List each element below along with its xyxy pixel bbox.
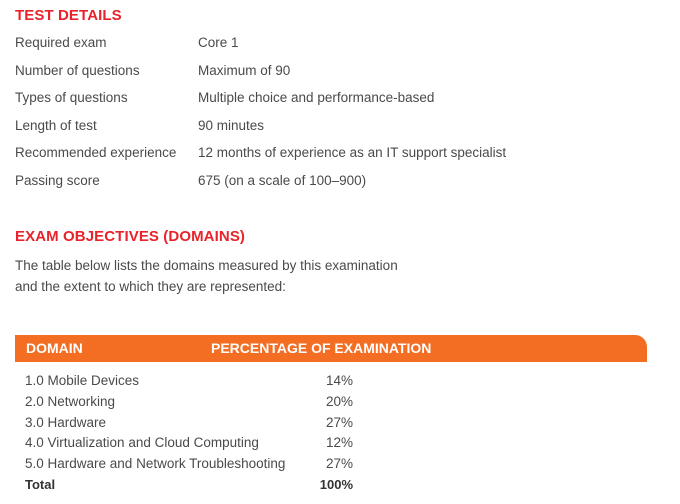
exam-objectives-heading: EXAM OBJECTIVES (DOMAINS) (15, 228, 246, 245)
percentage-cell: 14% (325, 373, 353, 388)
domain-cell: 2.0 Networking (25, 394, 116, 409)
domain-cell: 3.0 Hardware (25, 415, 107, 430)
table-row: 1.0 Mobile Devices 14% (25, 373, 365, 394)
domain-cell: 1.0 Mobile Devices (25, 373, 140, 388)
test-details-heading: TEST DETAILS (15, 7, 122, 24)
detail-label: Passing score (15, 173, 100, 188)
domains-table-header: DOMAIN PERCENTAGE OF EXAMINATION (15, 335, 647, 362)
total-label: Total (25, 477, 56, 492)
detail-value: Multiple choice and performance-based (198, 90, 435, 105)
column-header-domain: DOMAIN (26, 340, 83, 356)
table-total-row: Total 100% (25, 477, 365, 498)
percentage-cell: 27% (325, 456, 353, 471)
domain-cell: 4.0 Virtualization and Cloud Computing (25, 435, 259, 450)
detail-value: 90 minutes (198, 118, 265, 133)
total-percentage: 100% (319, 477, 353, 492)
table-row: 5.0 Hardware and Network Troubleshooting… (25, 456, 365, 477)
domain-cell: 5.0 Hardware and Network Troubleshooting (25, 456, 286, 471)
detail-value: 12 months of experience as an IT support… (198, 145, 507, 160)
detail-value: Core 1 (198, 35, 239, 50)
percentage-cell: 27% (325, 415, 353, 430)
detail-label: Types of questions (15, 90, 128, 105)
table-row: 4.0 Virtualization and Cloud Computing 1… (25, 435, 365, 456)
objectives-intro: The table below lists the domains measur… (15, 255, 455, 297)
detail-value: 675 (on a scale of 100–900) (198, 173, 367, 188)
detail-label: Recommended experience (15, 145, 177, 160)
detail-label: Required exam (15, 35, 107, 50)
table-row: 2.0 Networking 20% (25, 394, 365, 415)
percentage-cell: 12% (325, 435, 353, 450)
detail-label: Length of test (15, 118, 97, 133)
column-header-percentage: PERCENTAGE OF EXAMINATION (211, 340, 432, 356)
intro-line: and the extent to which they are represe… (15, 279, 286, 294)
intro-line: The table below lists the domains measur… (15, 258, 398, 273)
detail-value: Maximum of 90 (198, 63, 291, 78)
percentage-cell: 20% (325, 394, 353, 409)
table-row: 3.0 Hardware 27% (25, 415, 365, 436)
detail-label: Number of questions (15, 63, 140, 78)
